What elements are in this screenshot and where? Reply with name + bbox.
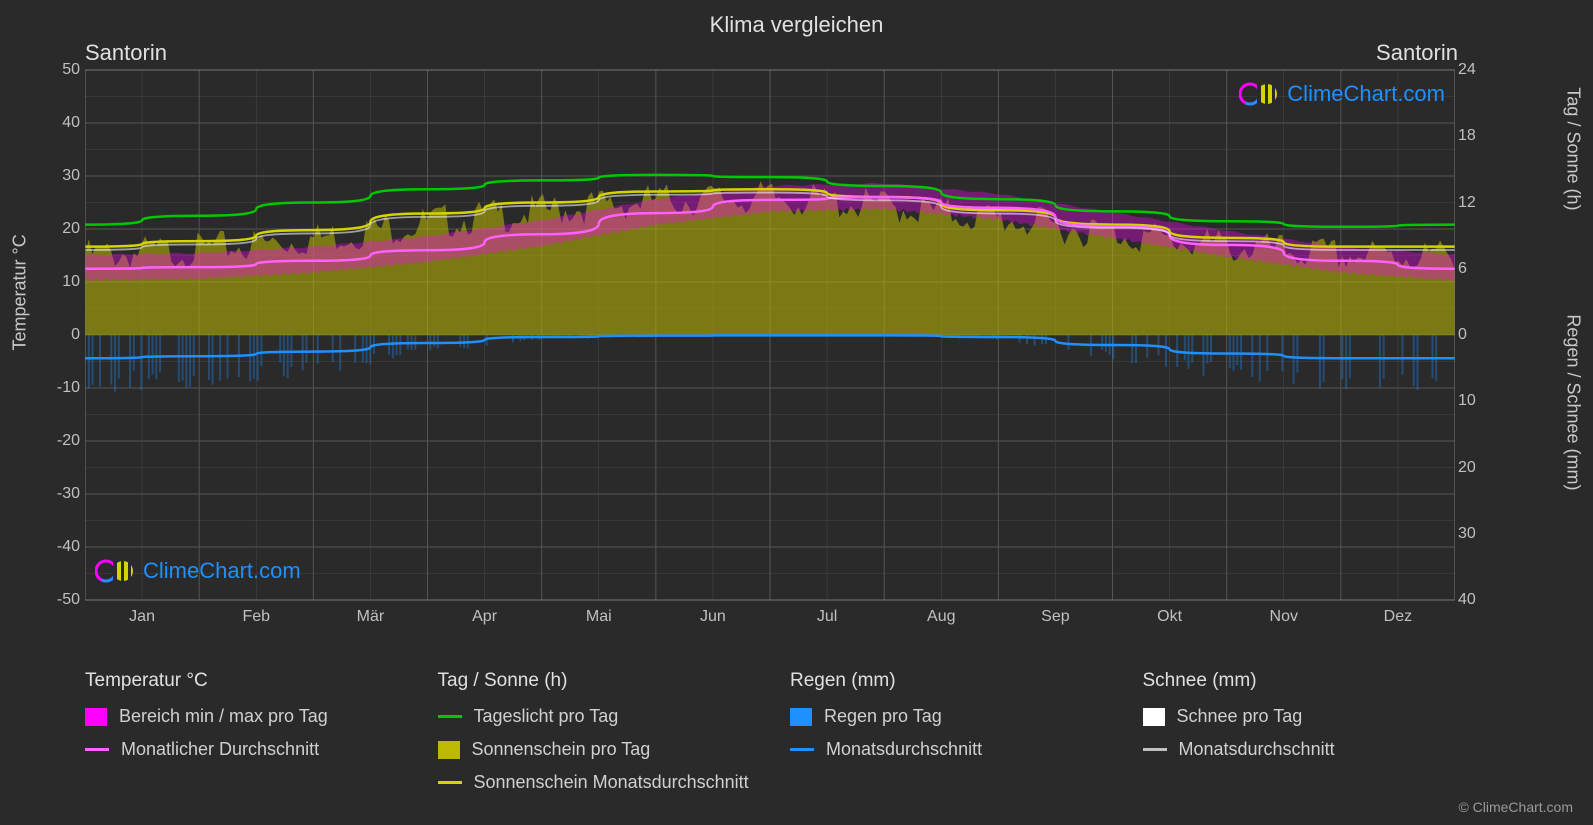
legend-item: Bereich min / max pro Tag [85, 706, 398, 727]
y-tick-left: -40 [40, 538, 80, 556]
watermark-text: ClimeChart.com [1287, 81, 1445, 107]
y-tick-left: 40 [40, 114, 80, 132]
legend-label: Sonnenschein pro Tag [472, 739, 651, 760]
legend-header: Temperatur °C [85, 670, 398, 692]
legend-line-icon [438, 781, 462, 784]
legend-line-icon [85, 748, 109, 751]
x-tick-month: Jun [700, 608, 726, 626]
y-tick-left: -30 [40, 485, 80, 503]
legend-header: Tag / Sonne (h) [438, 670, 751, 692]
chart-plot-area: ClimeChart.com ClimeChart.com [85, 60, 1455, 620]
legend-line-icon [438, 715, 462, 718]
legend-item: Regen pro Tag [790, 706, 1103, 727]
y-tick-right-rain: 30 [1458, 525, 1498, 543]
copyright-text: © ClimeChart.com [1458, 799, 1573, 815]
legend-column: Tag / Sonne (h) Tageslicht pro Tag Sonnens… [438, 670, 751, 805]
y-axis-label-right-top: Tag / Sonne (h) [1563, 87, 1584, 210]
legend-label: Sonnenschein Monatsdurchschnitt [474, 772, 749, 793]
legend-item: Monatsdurchschnitt [790, 739, 1103, 760]
legend-swatch [85, 708, 107, 726]
x-tick-month: Feb [242, 608, 270, 626]
legend-item: Schnee pro Tag [1143, 706, 1456, 727]
y-tick-left: 10 [40, 273, 80, 291]
climechart-logo-icon [1239, 80, 1281, 108]
legend-label: Bereich min / max pro Tag [119, 706, 328, 727]
y-axis-label-left: Temperatur °C [10, 234, 31, 350]
legend-item: Monatlicher Durchschnitt [85, 739, 398, 760]
y-tick-right-sun: 12 [1458, 194, 1498, 212]
y-tick-right-rain: 40 [1458, 591, 1498, 609]
chart-legend: Temperatur °C Bereich min / max pro Tag Mo… [85, 670, 1455, 805]
x-tick-month: Mai [586, 608, 612, 626]
y-axis-label-right-bottom: Regen / Schnee (mm) [1563, 314, 1584, 490]
legend-column: Temperatur °C Bereich min / max pro Tag Mo… [85, 670, 398, 805]
legend-label: Monatsdurchschnitt [826, 739, 982, 760]
legend-label: Schnee pro Tag [1177, 706, 1303, 727]
y-tick-right-rain: 10 [1458, 392, 1498, 410]
y-tick-right-sun: 18 [1458, 127, 1498, 145]
x-tick-month: Mär [357, 608, 385, 626]
legend-column: Schnee (mm) Schnee pro Tag Monatsdurchschn… [1143, 670, 1456, 805]
x-tick-month: Nov [1270, 608, 1298, 626]
y-tick-left: -50 [40, 591, 80, 609]
legend-label: Monatlicher Durchschnitt [121, 739, 319, 760]
legend-swatch [790, 708, 812, 726]
y-tick-right-rain: 20 [1458, 459, 1498, 477]
chart-title: Klima vergleichen [0, 0, 1593, 38]
y-tick-left: -20 [40, 432, 80, 450]
x-tick-month: Jul [817, 608, 837, 626]
x-tick-month: Jan [129, 608, 155, 626]
y-tick-right-sun: 0 [1458, 326, 1498, 344]
legend-swatch [1143, 708, 1165, 726]
legend-swatch [438, 741, 460, 759]
watermark-bottom: ClimeChart.com [95, 557, 301, 585]
legend-label: Monatsdurchschnitt [1179, 739, 1335, 760]
watermark-top: ClimeChart.com [1239, 80, 1445, 108]
y-tick-left: -10 [40, 379, 80, 397]
legend-label: Tageslicht pro Tag [474, 706, 619, 727]
legend-item: Monatsdurchschnitt [1143, 739, 1456, 760]
y-tick-left: 0 [40, 326, 80, 344]
legend-item: Tageslicht pro Tag [438, 706, 751, 727]
climate-chart-svg [85, 60, 1455, 620]
legend-header: Regen (mm) [790, 670, 1103, 692]
y-tick-right-sun: 24 [1458, 61, 1498, 79]
legend-line-icon [790, 748, 814, 751]
watermark-text: ClimeChart.com [143, 558, 301, 584]
legend-item: Sonnenschein Monatsdurchschnitt [438, 772, 751, 793]
legend-label: Regen pro Tag [824, 706, 942, 727]
y-tick-right-sun: 6 [1458, 260, 1498, 278]
climechart-logo-icon [95, 557, 137, 585]
x-tick-month: Sep [1041, 608, 1069, 626]
legend-item: Sonnenschein pro Tag [438, 739, 751, 760]
y-tick-left: 20 [40, 220, 80, 238]
x-tick-month: Dez [1384, 608, 1412, 626]
x-tick-month: Okt [1157, 608, 1182, 626]
x-tick-month: Apr [472, 608, 497, 626]
y-tick-left: 30 [40, 167, 80, 185]
y-tick-left: 50 [40, 61, 80, 79]
x-tick-month: Aug [927, 608, 955, 626]
legend-line-icon [1143, 748, 1167, 751]
legend-header: Schnee (mm) [1143, 670, 1456, 692]
legend-column: Regen (mm) Regen pro Tag Monatsdurchschnit… [790, 670, 1103, 805]
